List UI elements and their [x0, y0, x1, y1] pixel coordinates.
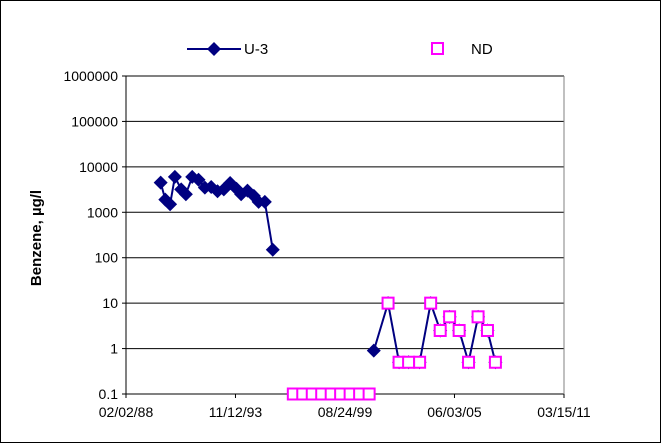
series-markers — [153, 169, 503, 401]
y-tick-label: 0.1 — [99, 386, 119, 402]
data-point-u-3 — [163, 197, 178, 212]
y-tick-label: 1000 — [87, 204, 118, 220]
x-tick-label: 11/12/93 — [209, 404, 263, 420]
legend-marker-nd — [431, 42, 444, 55]
x-tick-label: 06/03/05 — [427, 404, 482, 420]
data-point-u-3 — [257, 194, 272, 209]
data-point-nd — [402, 355, 416, 369]
data-point-nd — [452, 323, 466, 337]
legend-label-u3: U-3 — [244, 41, 268, 58]
data-point-nd — [381, 296, 395, 310]
y-tick-label: 100 — [95, 250, 119, 266]
data-point-u-3 — [178, 187, 193, 202]
legend-label-nd: ND — [471, 41, 493, 58]
data-point-nd — [462, 355, 476, 369]
y-axis-label: Benzene, µg/l — [28, 190, 45, 286]
y-tick-label: 100000 — [71, 113, 118, 129]
y-tick-label: 1000000 — [63, 68, 118, 84]
data-point-nd — [480, 323, 494, 337]
x-tick-label: 03/15/11 — [537, 404, 591, 420]
data-point-nd — [362, 387, 376, 401]
plot-border — [125, 76, 565, 395]
data-point-u-3 — [153, 175, 168, 190]
legend-marker-u3 — [207, 42, 221, 56]
data-point-u-3 — [191, 172, 206, 187]
data-point-nd — [413, 355, 427, 369]
data-point-u-3 — [167, 169, 182, 184]
gridlines — [126, 75, 564, 350]
x-tick-label: 02/02/88 — [99, 404, 154, 420]
y-tick-label: 10000 — [79, 159, 118, 175]
y-tick-label: 1 — [110, 341, 118, 357]
data-point-nd — [443, 310, 457, 324]
y-axis-ticks: 0.1 1 10 100 1000 10000 100000 1000000 — [63, 68, 126, 402]
data-point-u-3 — [366, 343, 381, 358]
data-point-nd — [471, 310, 485, 324]
x-axis-ticks: 02/02/88 11/12/93 08/24/99 06/03/05 03/15/11 — [99, 394, 591, 420]
y-tick-label: 10 — [102, 295, 118, 311]
x-tick-label: 08/24/99 — [318, 404, 373, 420]
legend: U-3 ND — [187, 41, 493, 58]
data-point-u-3 — [265, 242, 280, 257]
data-point-nd — [433, 323, 447, 337]
data-point-nd — [488, 355, 502, 369]
data-point-nd — [424, 296, 438, 310]
